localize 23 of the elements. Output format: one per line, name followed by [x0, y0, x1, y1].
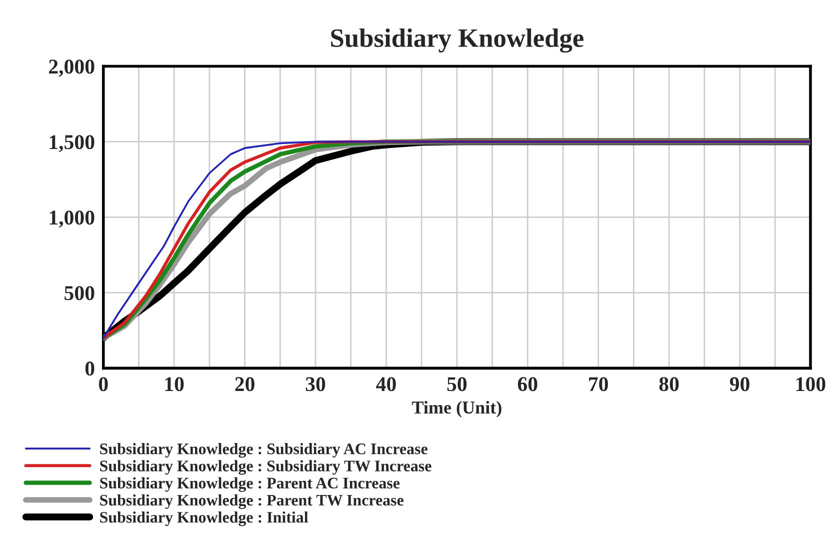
legend-label: Subsidiary Knowledge : Subsidiary TW Increase — [100, 460, 432, 475]
x-tick-label: 80 — [659, 377, 679, 392]
y-tick-label: 1,500 — [50, 135, 94, 152]
chart-title: Subsidiary Knowledge — [331, 28, 584, 53]
x-tick-label: 50 — [447, 377, 467, 392]
x-axis-title: Time (Unit) — [412, 400, 502, 418]
y-tick-label: 500 — [64, 286, 94, 300]
x-tick-label: 30 — [306, 377, 326, 392]
x-tick-label: 90 — [730, 377, 750, 392]
x-tick-label: 100 — [796, 377, 826, 392]
legend-label: Subsidiary Knowledge : Initial — [100, 511, 308, 526]
x-tick-label: 70 — [589, 377, 608, 392]
x-tick-label: 20 — [235, 377, 254, 392]
x-tick-label: 10 — [165, 377, 184, 392]
legend-label: Subsidiary Knowledge : Subsidiary AC Increase — [100, 443, 428, 458]
x-tick-label: 40 — [376, 377, 396, 392]
y-tick-label: 1,000 — [50, 210, 94, 228]
legend-label: Subsidiary Knowledge : Parent TW Increase — [100, 494, 404, 509]
y-tick-label: 2,000 — [49, 60, 94, 77]
x-tick-label: 60 — [518, 377, 538, 392]
legend-label: Subsidiary Knowledge : Parent AC Increase — [100, 477, 400, 492]
y-tick-label: 0 — [85, 362, 94, 376]
x-tick-label: 0 — [98, 377, 108, 392]
